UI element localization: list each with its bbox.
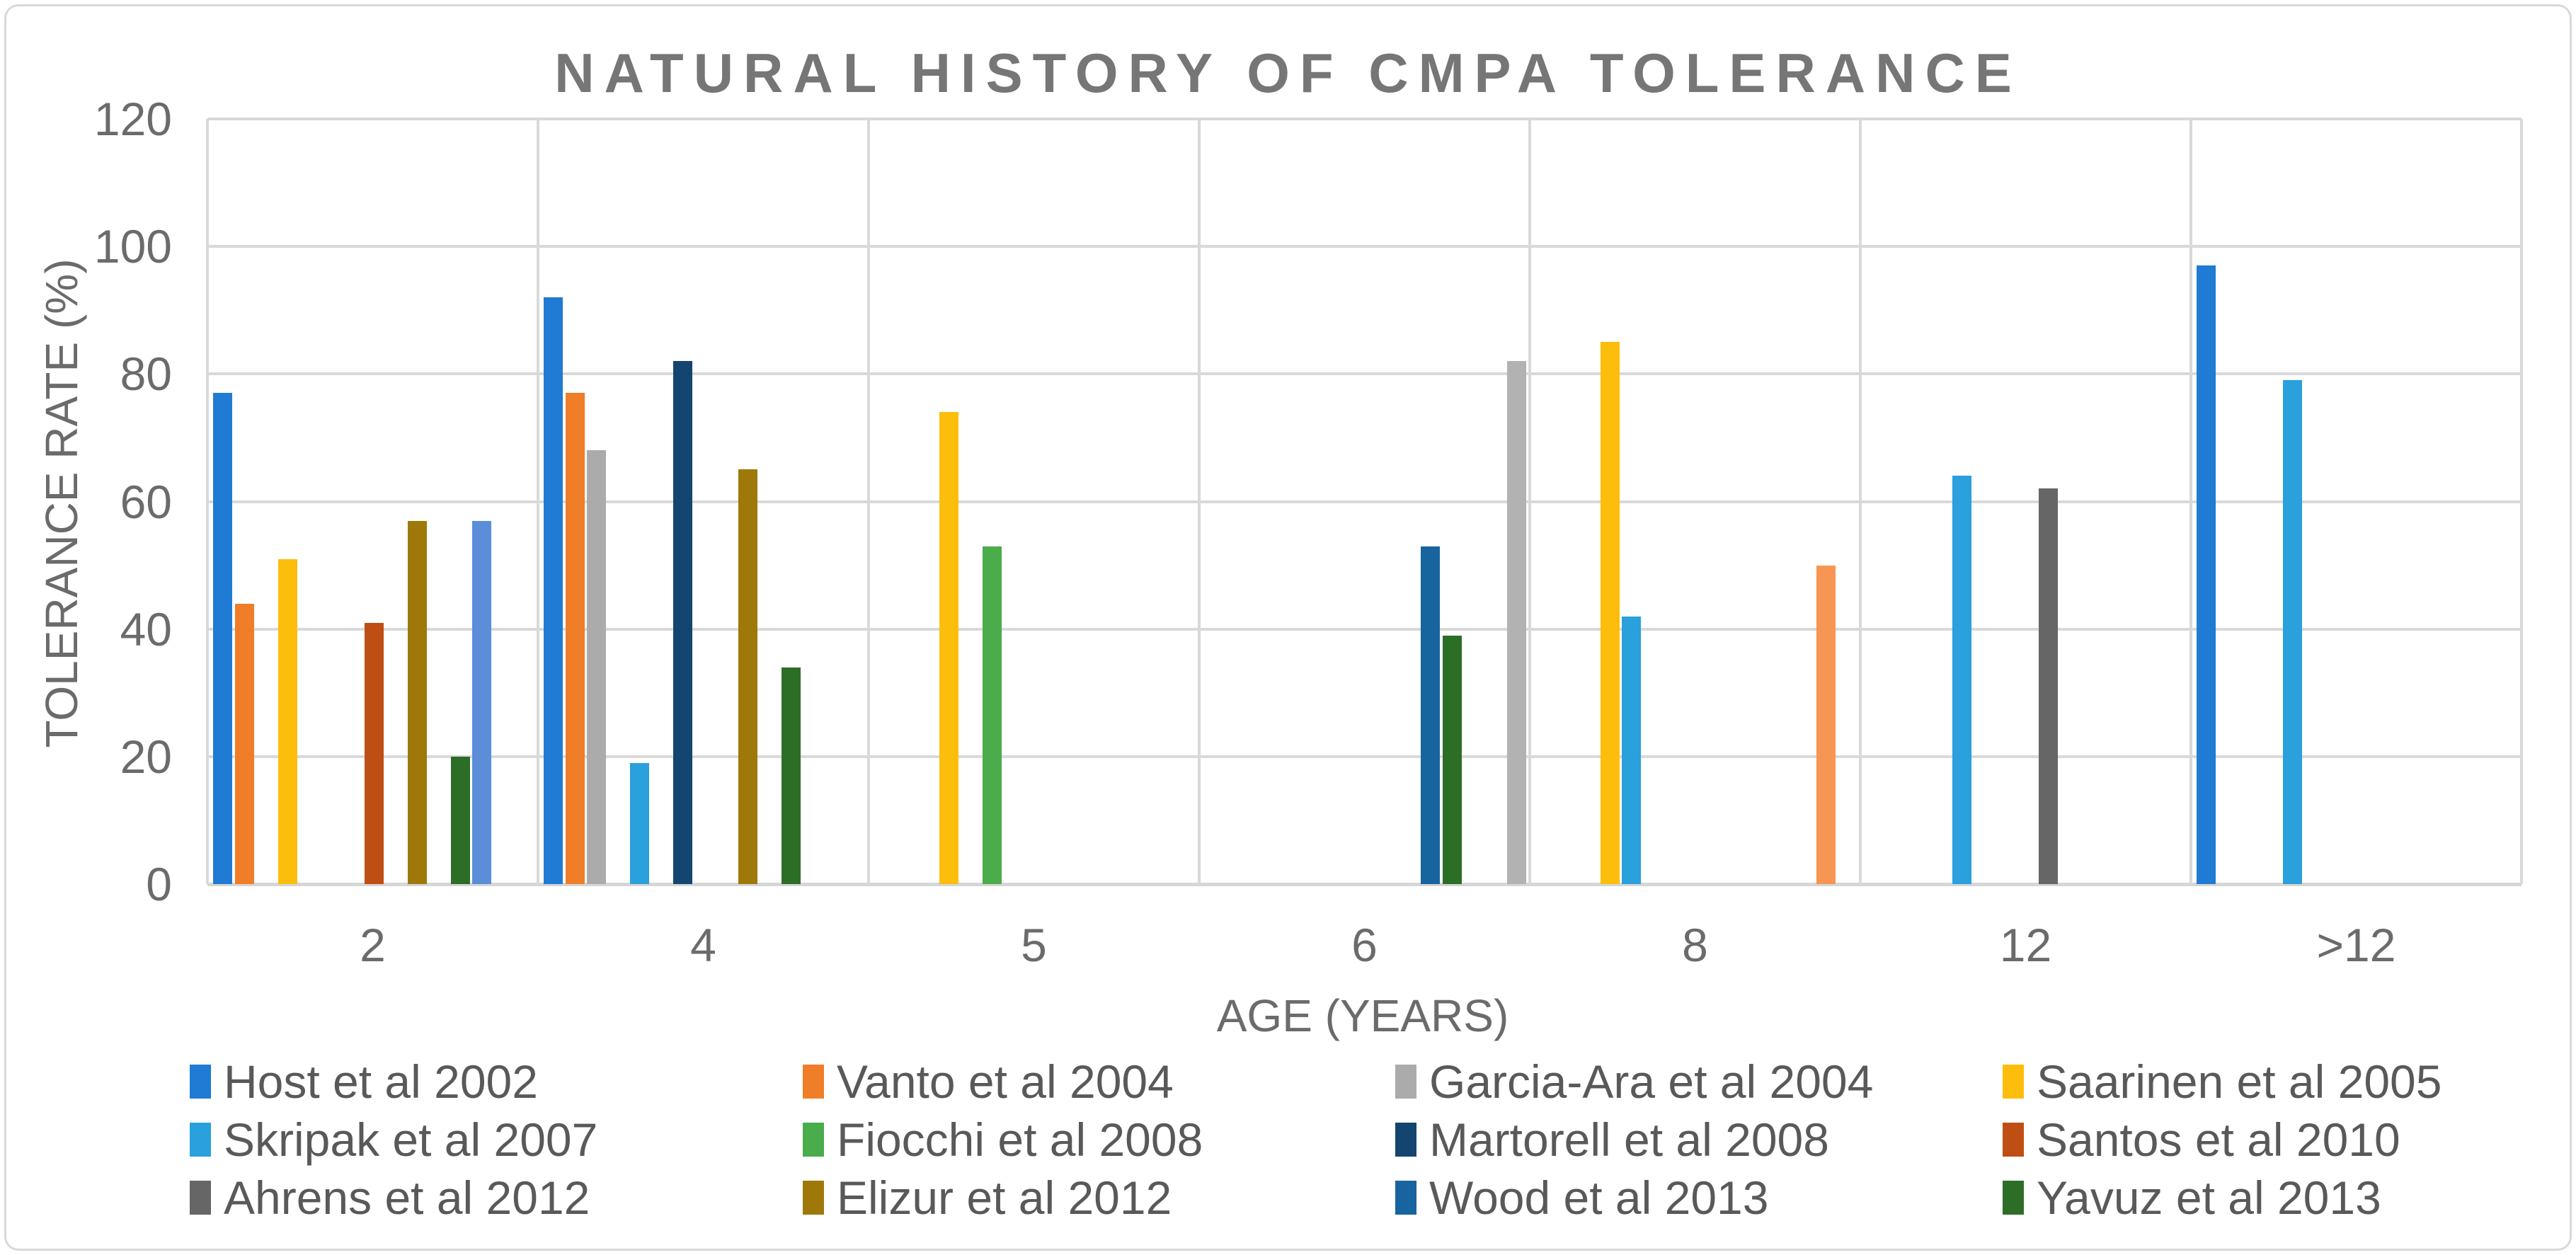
- legend-swatch-host-et-al-2002: [190, 1065, 211, 1099]
- legend-label-skripak-et-al-2007: Skripak et al 2007: [224, 1113, 598, 1166]
- bar-skripak-et-al-2007-age-12: [1952, 476, 1971, 884]
- y-tick-label-20: 20: [120, 730, 172, 783]
- bar-elizur-et-al-2012-age-4: [738, 469, 757, 884]
- legend-swatch-yavuz-et-al-2013: [2003, 1181, 2024, 1215]
- bar-yavuz-et-al-2013-age-4: [782, 667, 801, 884]
- y-tick-label-0: 0: [146, 858, 172, 910]
- legend-item-fiocchi-et-al-2008: Fiocchi et al 2008: [803, 1113, 1203, 1166]
- gridline-y-80: [207, 372, 2521, 376]
- bar-skripak-et-al-2007-age-8: [1622, 617, 1641, 884]
- bar-saarinen-et-al-2005-age-8: [1601, 342, 1620, 884]
- x-tick-label-8: 8: [1682, 919, 1708, 971]
- legend-label-fiocchi-et-al-2008: Fiocchi et al 2008: [837, 1113, 1203, 1166]
- bar-unlabeled-3-age-6: [1507, 361, 1526, 884]
- legend-label-saarinen-et-al-2005: Saarinen et al 2005: [2037, 1055, 2442, 1108]
- legend-item-garcia-ara-et-al-2004: Garcia-Ara et al 2004: [1395, 1055, 1874, 1108]
- bar-vanto-et-al-2004-age-4: [566, 393, 585, 884]
- legend-label-wood-et-al-2013: Wood et al 2013: [1429, 1171, 1769, 1224]
- legend-item-skripak-et-al-2007: Skripak et al 2007: [190, 1113, 598, 1166]
- bar-elizur-et-al-2012-age-2: [408, 521, 427, 884]
- y-tick-label-100: 100: [93, 220, 172, 273]
- x-tick-label-4: 4: [690, 919, 716, 971]
- y-tick-label-40: 40: [120, 602, 172, 655]
- chart-title: NATURAL HISTORY OF CMPA TOLERANCE: [554, 42, 2022, 104]
- chart-border: [4, 4, 2572, 1251]
- bar-host-et-al-2002-age-2: [213, 393, 232, 884]
- legend-swatch-vanto-et-al-2004: [803, 1065, 824, 1099]
- legend-swatch-elizur-et-al-2012: [803, 1181, 824, 1215]
- legend-item-wood-et-al-2013: Wood et al 2013: [1395, 1171, 1769, 1224]
- y-tick-label-80: 80: [120, 348, 172, 401]
- gridline-x-6: [2189, 119, 2192, 884]
- legend-swatch-fiocchi-et-al-2008: [803, 1123, 824, 1157]
- gridline-x-1: [537, 119, 539, 884]
- bar-santos-et-al-2010-age-2: [365, 623, 384, 884]
- bar-skripak-et-al-2007-age-4: [630, 763, 649, 884]
- legend-swatch-garcia-ara-et-al-2004: [1395, 1065, 1416, 1099]
- legend-swatch-martorell-et-al-2008: [1395, 1123, 1416, 1157]
- legend-label-santos-et-al-2010: Santos et al 2010: [2037, 1113, 2400, 1166]
- x-axis-line: [207, 883, 2521, 886]
- gridline-x-5: [1859, 119, 1862, 884]
- bar-yavuz-et-al-2013-age-6: [1443, 636, 1462, 884]
- y-tick-label-60: 60: [120, 475, 172, 528]
- bar-saarinen-et-al-2005-age-2: [278, 559, 297, 884]
- bar-garcia-ara-et-al-2004-age-4: [587, 450, 606, 884]
- gridline-y-20: [207, 755, 2521, 758]
- legend-label-elizur-et-al-2012: Elizur et al 2012: [837, 1171, 1172, 1224]
- bar-vanto-et-al-2004-age-2: [235, 604, 254, 884]
- legend-swatch-wood-et-al-2013: [1395, 1181, 1416, 1215]
- bar-unlabeled-1-age-2: [472, 521, 491, 884]
- x-tick-label-12: 12: [1999, 919, 2052, 971]
- x-tick-label-2: 2: [360, 919, 386, 971]
- legend-label-vanto-et-al-2004: Vanto et al 2004: [837, 1055, 1174, 1108]
- bar-saarinen-et-al-2005-age-5: [939, 412, 958, 884]
- legend-label-yavuz-et-al-2013: Yavuz et al 2013: [2037, 1171, 2381, 1224]
- legend-item-ahrens-et-al-2012: Ahrens et al 2012: [190, 1171, 590, 1224]
- legend-item-vanto-et-al-2004: Vanto et al 2004: [803, 1055, 1174, 1108]
- legend-item-elizur-et-al-2012: Elizur et al 2012: [803, 1171, 1172, 1224]
- bar-yavuz-et-al-2013-age-2: [451, 757, 470, 884]
- x-tick-label-6: 6: [1351, 919, 1378, 971]
- gridline-y-100: [207, 245, 2521, 248]
- bar-wood-et-al-2013-age-6: [1421, 546, 1440, 884]
- legend-item-yavuz-et-al-2013: Yavuz et al 2013: [2003, 1171, 2381, 1224]
- x-axis-title: AGE (YEARS): [1216, 990, 1509, 1041]
- legend-swatch-ahrens-et-al-2012: [190, 1181, 211, 1215]
- bar-host-et-al-2002-age-4: [544, 297, 563, 884]
- legend-swatch-skripak-et-al-2007: [190, 1123, 211, 1157]
- legend-label-host-et-al-2002: Host et al 2002: [224, 1055, 538, 1108]
- bar-host-et-al-2002-age->12: [2197, 265, 2216, 884]
- gridline-x-0: [206, 119, 209, 884]
- legend-item-santos-et-al-2010: Santos et al 2010: [2003, 1113, 2400, 1166]
- bar-unlabeled-2-age-8: [1816, 566, 1836, 884]
- gridline-y-40: [207, 627, 2521, 631]
- gridline-y-120: [207, 118, 2521, 120]
- legend-swatch-santos-et-al-2010: [2003, 1123, 2024, 1157]
- bar-martorell-et-al-2008-age-4: [673, 361, 692, 884]
- legend-item-saarinen-et-al-2005: Saarinen et al 2005: [2003, 1055, 2442, 1108]
- legend-label-garcia-ara-et-al-2004: Garcia-Ara et al 2004: [1429, 1055, 1874, 1108]
- legend-item-host-et-al-2002: Host et al 2002: [190, 1055, 538, 1108]
- gridline-y-60: [207, 500, 2521, 503]
- bar-ahrens-et-al-2012-age-12: [2039, 488, 2058, 884]
- x-tick-label-5: 5: [1021, 919, 1047, 971]
- x-tick-label->12: >12: [2316, 919, 2396, 971]
- legend-swatch-saarinen-et-al-2005: [2003, 1065, 2024, 1099]
- legend-item-martorell-et-al-2008: Martorell et al 2008: [1395, 1113, 1829, 1166]
- gridline-x-2: [867, 119, 870, 884]
- bar-fiocchi-et-al-2008-age-5: [983, 546, 1002, 884]
- y-tick-label-120: 120: [93, 93, 172, 145]
- bar-skripak-et-al-2007-age->12: [2283, 380, 2302, 884]
- gridline-x-4: [1528, 119, 1531, 884]
- gridline-x-7: [2520, 119, 2523, 884]
- legend-label-martorell-et-al-2008: Martorell et al 2008: [1429, 1113, 1829, 1166]
- gridline-x-3: [1198, 119, 1201, 884]
- legend-label-ahrens-et-al-2012: Ahrens et al 2012: [224, 1171, 590, 1224]
